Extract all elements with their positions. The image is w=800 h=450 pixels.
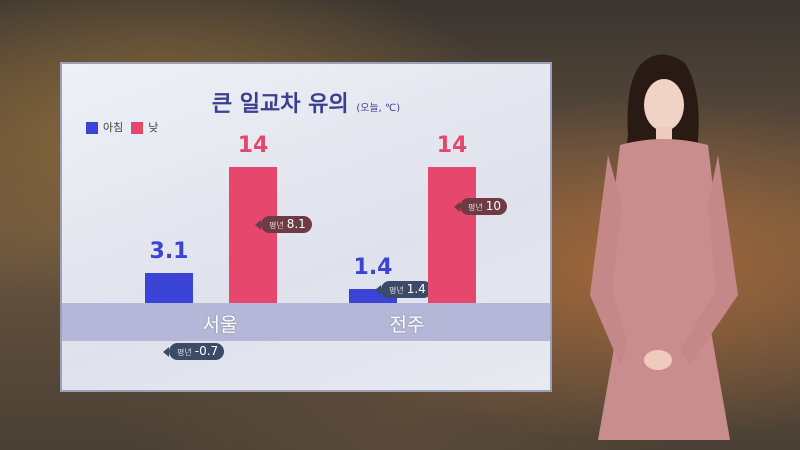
normal-callout: 평년 1.4 bbox=[375, 281, 432, 299]
value-label: 14 bbox=[237, 133, 269, 159]
value-label: 14 bbox=[436, 133, 468, 159]
category-label: 서울 bbox=[202, 314, 238, 336]
value-label: 3.1 bbox=[149, 238, 189, 264]
legend-item: 아침 bbox=[86, 119, 123, 135]
legend-swatch bbox=[131, 122, 144, 134]
category-band bbox=[62, 303, 550, 341]
presenter bbox=[590, 54, 738, 440]
legend-label: 낮 bbox=[148, 121, 159, 134]
title-text: 큰 일교차 유의 bbox=[211, 92, 349, 117]
bar bbox=[229, 167, 277, 303]
bar bbox=[428, 167, 476, 303]
normal-callout: 평년 8.1 bbox=[255, 216, 312, 234]
subtitle: (오늘, ℃) bbox=[356, 103, 401, 114]
legend: 아침 낮 bbox=[86, 119, 158, 135]
legend-item: 낮 bbox=[131, 119, 158, 135]
chart-title: 큰 일교차 유의 (오늘, ℃) bbox=[62, 86, 550, 118]
value-label: 1.4 bbox=[353, 255, 393, 281]
legend-swatch bbox=[86, 122, 98, 134]
category-label: 전주 bbox=[389, 314, 425, 336]
legend-label: 아침 bbox=[103, 121, 124, 134]
normal-callout: 평년 10 bbox=[453, 198, 508, 215]
normal-callout: 평년 -0.7 bbox=[162, 343, 225, 360]
bar bbox=[145, 272, 193, 303]
chart-panel: 큰 일교차 유의 (오늘, ℃) 아침 낮 서울 전주 3.1 평년 -0.7 1.4… bbox=[60, 62, 552, 392]
